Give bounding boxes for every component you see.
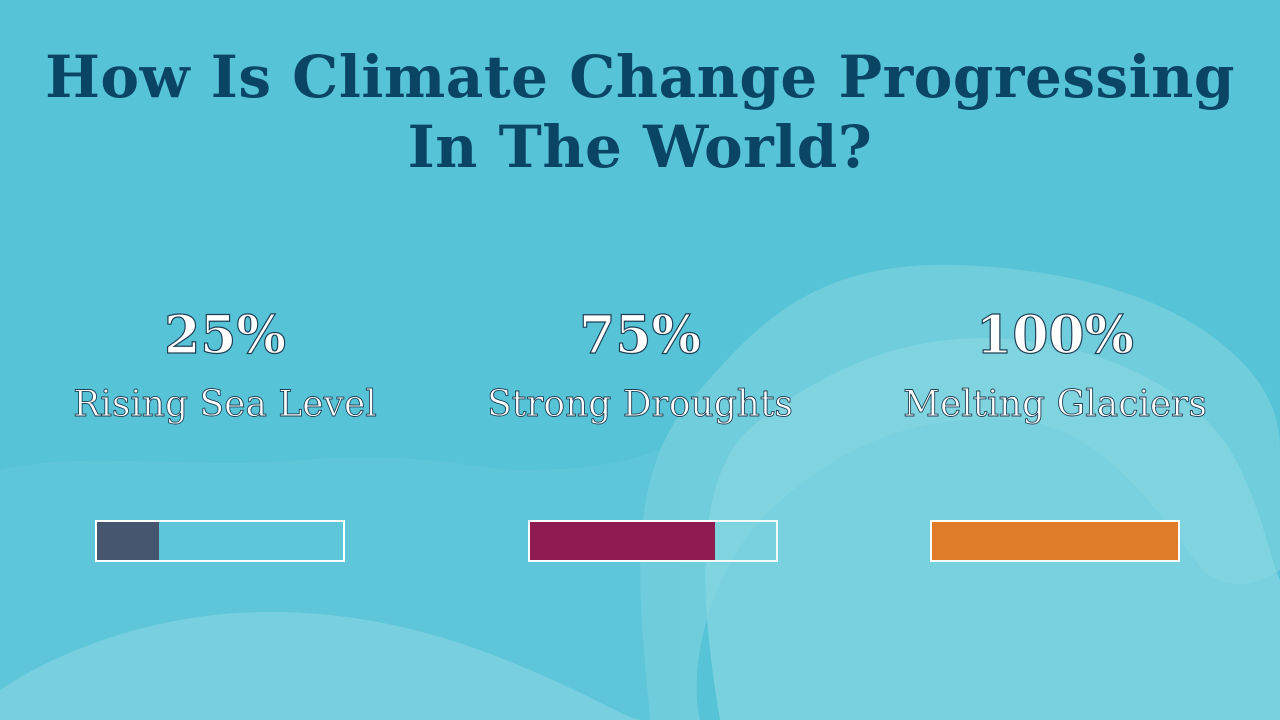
stat-value: 100% xyxy=(975,304,1134,366)
progress-fill-melting-glaciers xyxy=(932,522,1178,560)
stat-value: 25% xyxy=(164,304,287,366)
stat-label: Rising Sea Level xyxy=(73,384,377,426)
progress-fill-rising-sea-level xyxy=(97,522,159,560)
stat-strong-droughts: 75% Strong Droughts xyxy=(425,300,855,430)
stat-value: 75% xyxy=(579,304,702,366)
stat-label: Melting Glaciers xyxy=(903,384,1208,426)
progress-fill-strong-droughts xyxy=(530,522,715,560)
stat-rising-sea-level: 25% Rising Sea Level xyxy=(10,300,440,430)
wave-bottom-left xyxy=(0,440,680,720)
page-title: How Is Climate Change Progressing In The… xyxy=(45,43,1235,181)
progress-bar-strong-droughts xyxy=(528,520,778,562)
progress-bar-melting-glaciers xyxy=(930,520,1180,562)
stat-label: Strong Droughts xyxy=(487,384,794,426)
wave-bottom xyxy=(0,611,640,720)
progress-bar-rising-sea-level xyxy=(95,520,345,562)
stat-melting-glaciers: 100% Melting Glaciers xyxy=(840,300,1270,430)
